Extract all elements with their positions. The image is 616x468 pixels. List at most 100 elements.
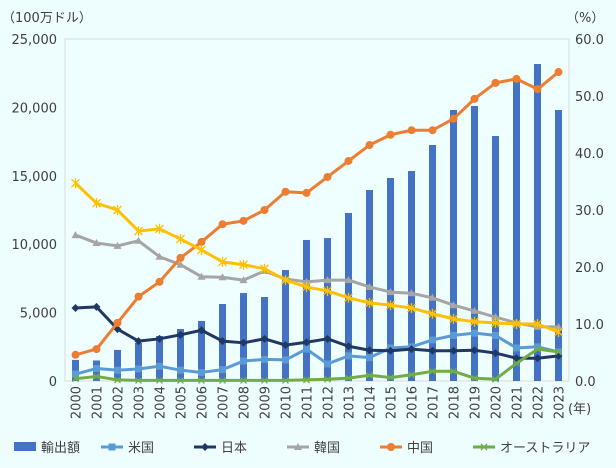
x-tick-label: 2001 (91, 386, 106, 419)
point-2-2018 (449, 301, 458, 309)
point-0-2003 (135, 365, 142, 373)
point-0-2011 (303, 345, 310, 353)
point-4-2018 (450, 367, 457, 375)
point-3-2011 (302, 188, 311, 197)
point-1-2007 (218, 337, 227, 346)
legend-item: 輸出額 (14, 441, 80, 456)
point-2-2012 (323, 276, 332, 284)
legend-label: 米国 (128, 441, 154, 456)
point-4-2002 (114, 376, 121, 384)
x-tick-label: 2023 (553, 386, 568, 419)
bar-2015 (387, 177, 394, 381)
point-5-2009 (260, 263, 269, 274)
legend-marker (387, 443, 395, 451)
bar-2010 (282, 270, 289, 381)
right-tick-label: 20.0 (575, 261, 604, 276)
x-tick-label: 2012 (322, 386, 337, 419)
point-3-2017 (428, 126, 437, 135)
point-0-2007 (219, 366, 226, 374)
point-4-2023 (555, 348, 562, 356)
bar-2000 (72, 359, 79, 381)
point-3-2008 (239, 216, 248, 225)
x-tick-label: 2004 (154, 386, 169, 419)
point-5-2005 (176, 234, 185, 245)
point-1-2008 (239, 338, 248, 347)
bar-2002 (114, 349, 121, 381)
point-3-2009 (260, 206, 269, 214)
point-3-2006 (197, 237, 206, 246)
point-1-2011 (302, 338, 311, 347)
x-tick-label: 2015 (385, 386, 400, 419)
point-1-2010 (281, 341, 290, 350)
point-3-2001 (92, 345, 101, 354)
point-5-2015 (386, 300, 395, 311)
x-tick-label: 2019 (469, 386, 484, 419)
point-5-2018 (449, 313, 458, 324)
point-5-2008 (239, 259, 248, 270)
point-3-2022 (533, 85, 542, 94)
bar-2012 (324, 238, 331, 381)
point-1-2018 (449, 346, 458, 355)
point-2-2001 (92, 239, 101, 247)
point-5-2022 (533, 319, 542, 329)
point-5-2019 (470, 316, 479, 327)
point-1-2005 (176, 330, 185, 339)
line-series-2 (74, 233, 559, 329)
point-0-2004 (156, 362, 163, 370)
point-1-2022 (533, 354, 542, 363)
point-4-2014 (366, 371, 373, 379)
bar-2004 (156, 335, 163, 381)
point-0-2014 (366, 354, 373, 362)
point-2-2008 (239, 276, 248, 284)
legend-item: 中国 (380, 441, 433, 456)
bar-2011 (303, 239, 310, 381)
legend-swatch (14, 442, 36, 451)
point-1-2009 (260, 334, 269, 343)
point-4-2005 (177, 376, 184, 384)
point-3-2003 (134, 292, 143, 301)
point-4-2007 (219, 376, 226, 384)
point-4-2020 (492, 375, 499, 383)
bar-2020 (492, 135, 499, 381)
legend-label: 中国 (407, 441, 433, 456)
point-1-2015 (386, 346, 395, 355)
x-tick-label: 2014 (364, 386, 379, 419)
point-4-2019 (471, 374, 478, 382)
point-1-2017 (428, 346, 437, 355)
point-3-2000 (71, 350, 80, 359)
point-2-2019 (470, 306, 479, 314)
series-1 (71, 302, 563, 363)
x-tick-label: 2006 (196, 386, 211, 419)
bar-2016 (408, 171, 415, 381)
point-2-2013 (344, 276, 353, 284)
point-0-2018 (450, 331, 457, 339)
point-5-2010 (281, 275, 290, 286)
point-4-2013 (345, 374, 352, 382)
point-2-2006 (197, 272, 206, 280)
bar-2008 (240, 293, 247, 381)
point-2-2003 (134, 236, 143, 244)
point-3-2002 (113, 318, 122, 327)
x-tick-label: 2005 (175, 386, 190, 419)
point-4-2015 (387, 374, 394, 382)
point-4-2011 (303, 376, 310, 384)
point-1-2016 (407, 345, 416, 354)
point-2-2020 (491, 313, 500, 321)
point-4-2022 (534, 345, 541, 353)
point-3-2020 (491, 78, 500, 87)
point-0-2002 (114, 366, 121, 374)
bar-2022 (534, 64, 541, 382)
right-tick-label: 40.0 (575, 147, 604, 162)
x-tick-label: 2013 (343, 386, 358, 419)
point-5-2014 (365, 297, 374, 308)
point-3-2016 (407, 126, 416, 135)
point-3-2015 (386, 130, 395, 139)
point-2-2005 (176, 260, 185, 268)
point-4-2016 (408, 371, 415, 379)
x-tick-label: 2021 (511, 386, 526, 419)
x-tick-label: 2002 (112, 386, 127, 419)
x-axis-unit: (年) (568, 402, 591, 417)
point-5-2000 (71, 178, 80, 189)
point-1-2012 (323, 334, 332, 343)
point-0-2020 (492, 331, 499, 339)
